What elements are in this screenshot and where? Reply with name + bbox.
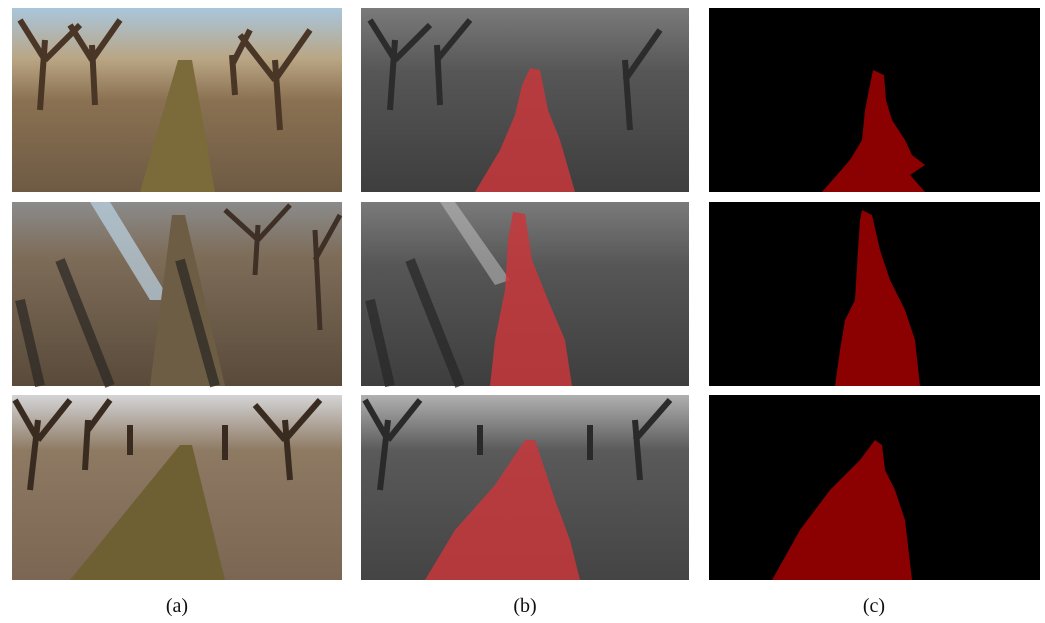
photo-column-a <box>12 8 342 580</box>
caption: (b) <box>513 595 536 617</box>
mask-column-c <box>709 8 1040 580</box>
caption: (c) <box>863 595 885 617</box>
photo-column-b <box>361 8 689 580</box>
page: (a) (b) (c) (() => { const data = JSON.p… <box>0 0 1045 623</box>
figure: (a) (b) (c) <box>0 0 1045 623</box>
caption: (a) <box>166 595 188 617</box>
